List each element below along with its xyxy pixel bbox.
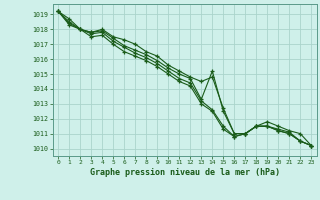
X-axis label: Graphe pression niveau de la mer (hPa): Graphe pression niveau de la mer (hPa) bbox=[90, 168, 280, 177]
